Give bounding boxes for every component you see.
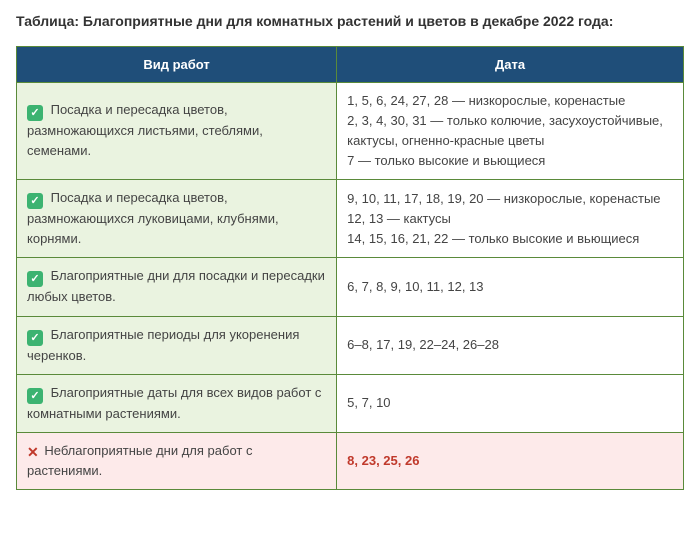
header-work: Вид работ: [17, 46, 337, 82]
check-icon: ✓: [27, 388, 43, 404]
work-text: Благоприятные периоды для укоренения чер…: [27, 327, 299, 363]
header-date: Дата: [337, 46, 684, 82]
table-row: ✓ Посадка и пересадка цветов, размножающ…: [17, 180, 684, 258]
work-cell: ✓ Благоприятные дни для посадки и переса…: [17, 258, 337, 316]
date-cell: 6–8, 17, 19, 22–24, 26–28: [337, 316, 684, 374]
check-icon: ✓: [27, 271, 43, 287]
work-text: Благоприятные даты для всех видов работ …: [27, 385, 321, 421]
work-cell: ✓ Благоприятные периоды для укоренения ч…: [17, 316, 337, 374]
table-row: ✓ Посадка и пересадка цветов, размножающ…: [17, 82, 684, 180]
cross-icon: ✕: [27, 445, 39, 459]
table-row: ✓ Благоприятные даты для всех видов рабо…: [17, 374, 684, 432]
work-text: Посадка и пересадка цветов, размножающих…: [27, 102, 263, 158]
check-icon: ✓: [27, 330, 43, 346]
check-icon: ✓: [27, 193, 43, 209]
date-cell: 9, 10, 11, 17, 18, 19, 20 — низкорослые,…: [337, 180, 684, 258]
table-row: ✕ Неблагоприятные дни для работ с растен…: [17, 432, 684, 489]
date-cell: 6, 7, 8, 9, 10, 11, 12, 13: [337, 258, 684, 316]
work-text: Неблагоприятные дни для работ с растения…: [27, 443, 252, 478]
table-row: ✓ Благоприятные дни для посадки и переса…: [17, 258, 684, 316]
work-cell: ✓ Благоприятные даты для всех видов рабо…: [17, 374, 337, 432]
work-text: Благоприятные дни для посадки и пересадк…: [27, 268, 325, 304]
check-icon: ✓: [27, 105, 43, 121]
work-text: Посадка и пересадка цветов, размножающих…: [27, 190, 279, 246]
work-cell: ✓ Посадка и пересадка цветов, размножающ…: [17, 82, 337, 180]
table-title: Таблица: Благоприятные дни для комнатных…: [16, 12, 684, 32]
date-cell: 1, 5, 6, 24, 27, 28 — низкорослые, корен…: [337, 82, 684, 180]
plant-calendar-table: Вид работ Дата ✓ Посадка и пересадка цве…: [16, 46, 684, 491]
date-cell: 8, 23, 25, 26: [337, 432, 684, 489]
date-cell: 5, 7, 10: [337, 374, 684, 432]
table-row: ✓ Благоприятные периоды для укоренения ч…: [17, 316, 684, 374]
work-cell: ✕ Неблагоприятные дни для работ с растен…: [17, 432, 337, 489]
table-header-row: Вид работ Дата: [17, 46, 684, 82]
work-cell: ✓ Посадка и пересадка цветов, размножающ…: [17, 180, 337, 258]
